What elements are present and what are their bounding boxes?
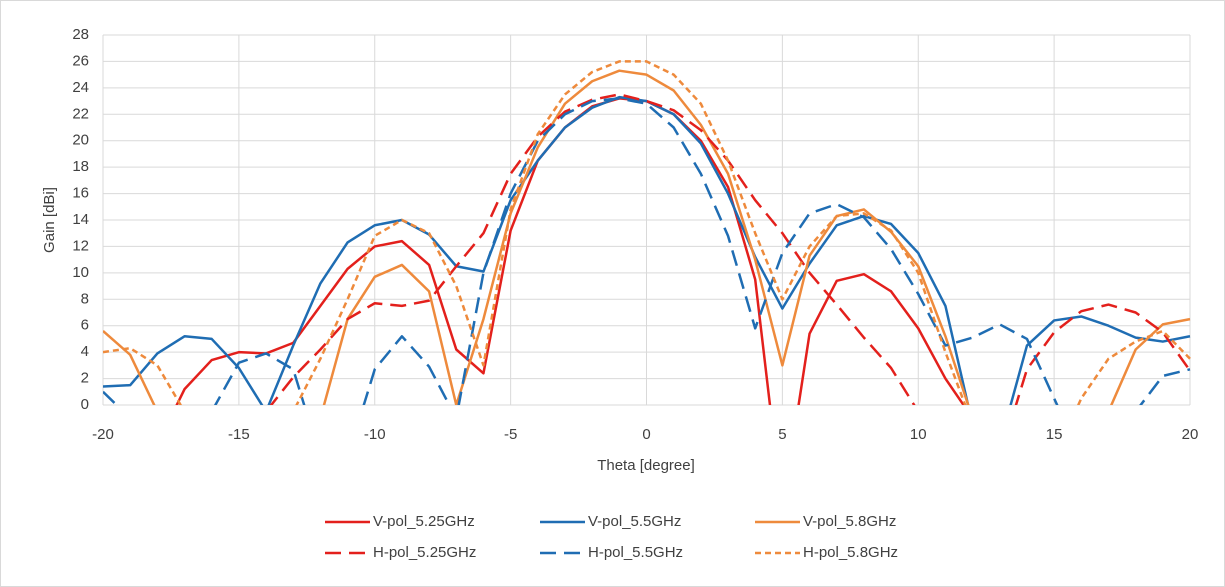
series-line bbox=[269, 93, 1191, 405]
legend-label: V-pol_5.5GHz bbox=[588, 513, 681, 530]
y-tick-label: 8 bbox=[81, 290, 89, 307]
x-tick-label: -20 bbox=[92, 426, 114, 443]
x-tick-label: -5 bbox=[504, 426, 517, 443]
y-tick-label: 24 bbox=[72, 79, 89, 96]
y-tick-label: 10 bbox=[72, 264, 89, 281]
legend-label: H-pol_5.5GHz bbox=[588, 544, 683, 561]
x-tick-label: 15 bbox=[1046, 426, 1063, 443]
legend-label: H-pol_5.8GHz bbox=[803, 544, 898, 561]
y-tick-label: 22 bbox=[72, 105, 89, 122]
y-tick-label: 16 bbox=[72, 185, 89, 202]
x-tick-label: -15 bbox=[228, 426, 250, 443]
x-tick-label: 0 bbox=[642, 426, 650, 443]
x-tick-label: 5 bbox=[778, 426, 786, 443]
legend-label: V-pol_5.8GHz bbox=[803, 513, 896, 530]
y-tick-label: 26 bbox=[72, 52, 89, 69]
y-tick-label: 4 bbox=[81, 343, 89, 360]
y-tick-label: 6 bbox=[81, 317, 89, 334]
x-tick-label: 10 bbox=[910, 426, 927, 443]
x-tick-label: 20 bbox=[1182, 426, 1199, 443]
plot-area bbox=[103, 60, 1191, 405]
y-axis-title: Gain [dBi] bbox=[41, 187, 58, 253]
y-tick-label: 20 bbox=[72, 132, 89, 149]
y-tick-label: 28 bbox=[72, 26, 89, 43]
x-axis-title: Theta [degree] bbox=[597, 457, 695, 474]
series-line bbox=[103, 95, 1191, 405]
y-tick-label: 12 bbox=[72, 237, 89, 254]
x-tick-label: -10 bbox=[364, 426, 386, 443]
series-line bbox=[103, 97, 1191, 405]
y-tick-label: 2 bbox=[81, 370, 89, 387]
y-tick-label: 18 bbox=[72, 158, 89, 175]
y-tick-label: 0 bbox=[81, 396, 89, 413]
legend-label: H-pol_5.25GHz bbox=[373, 544, 476, 561]
series-line bbox=[103, 69, 1191, 405]
series-line bbox=[103, 60, 1191, 405]
y-tick-label: 14 bbox=[72, 211, 89, 228]
legend-label: V-pol_5.25GHz bbox=[373, 513, 475, 530]
